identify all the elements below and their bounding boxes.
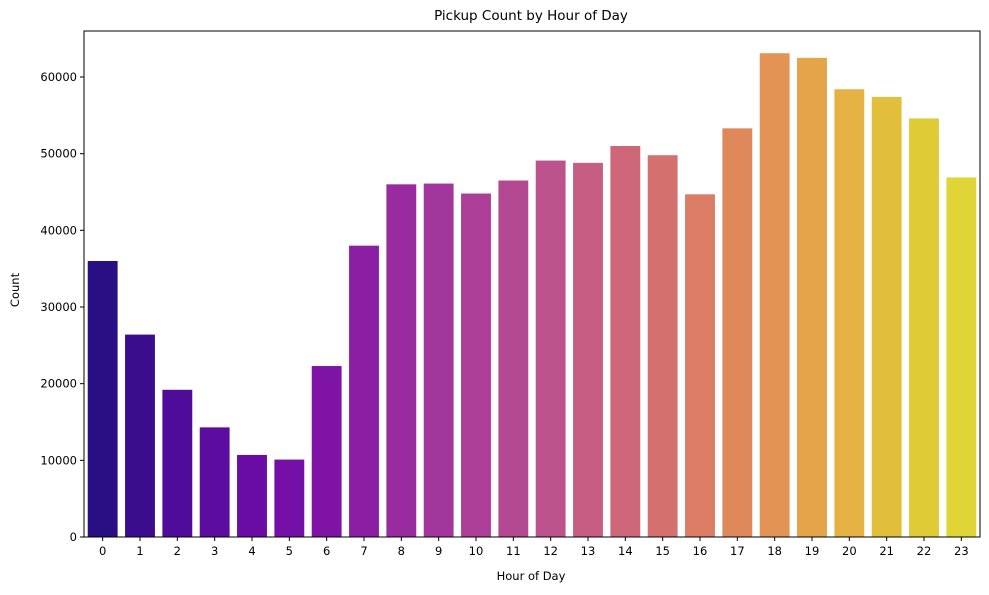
y-tick-label: 50000: [40, 147, 77, 161]
x-tick-label: 15: [655, 544, 670, 558]
y-tick-label: 40000: [40, 223, 77, 237]
bar-15: [647, 155, 678, 537]
x-tick-label: 7: [360, 544, 367, 558]
bar-8: [386, 184, 417, 538]
x-tick-label: 3: [211, 544, 218, 558]
x-tick-label: 20: [842, 544, 857, 558]
x-tick-label: 11: [506, 544, 521, 558]
x-tick-label: 22: [917, 544, 932, 558]
x-tick-label: 17: [730, 544, 745, 558]
x-tick-label: 8: [398, 544, 405, 558]
bar-13: [573, 162, 603, 537]
x-tick-label: 23: [954, 544, 969, 558]
x-tick-label: 4: [248, 544, 255, 558]
x-tick-label: 14: [618, 544, 633, 558]
bar-12: [535, 160, 566, 538]
bar-1: [125, 334, 155, 537]
y-tick-label: 30000: [40, 300, 77, 314]
bar-7: [349, 245, 379, 537]
bar-5: [274, 459, 305, 537]
x-tick-label: 9: [435, 544, 442, 558]
bar-3: [199, 427, 230, 537]
x-tick-label: 12: [543, 544, 558, 558]
bar-23: [946, 177, 977, 537]
plot-frame: [83, 30, 981, 538]
x-axis: 0 1 2 3 4 5 6 7 8 9 10 11 12 13 14 15 16 17 18 19 20 21 22 23: [99, 537, 969, 558]
x-tick-label: 5: [286, 544, 293, 558]
bar-11: [498, 180, 529, 537]
x-axis-label: Hour of Day: [497, 569, 566, 583]
bar-16: [685, 194, 715, 538]
bar-20: [834, 89, 865, 538]
y-tick-label: 0: [70, 530, 77, 544]
chart-title: Pickup Count by Hour of Day: [434, 8, 628, 24]
bar-22: [909, 118, 939, 538]
bars-group: [87, 53, 977, 538]
y-tick-label: 20000: [40, 377, 77, 391]
y-axis: 0 10000 20000 30000 40000 50000 60000: [40, 70, 84, 544]
y-tick-label: 60000: [40, 70, 77, 84]
bar-4: [237, 454, 267, 537]
y-axis-label: Count: [8, 272, 22, 307]
bar-14: [610, 146, 641, 537]
x-tick-label: 21: [879, 544, 894, 558]
bar-18: [759, 53, 790, 537]
bar-9: [423, 183, 454, 538]
bar-2: [162, 389, 193, 537]
x-tick-label: 6: [323, 544, 330, 558]
x-tick-label: 13: [581, 544, 596, 558]
x-tick-label: 18: [767, 544, 782, 558]
bar-10: [461, 193, 491, 538]
bar-21: [871, 96, 902, 537]
x-tick-label: 2: [174, 544, 181, 558]
x-tick-label: 0: [99, 544, 106, 558]
x-tick-label: 1: [136, 544, 143, 558]
x-tick-label: 10: [469, 544, 484, 558]
bar-0: [87, 261, 118, 537]
x-tick-label: 19: [805, 544, 820, 558]
bar-17: [722, 128, 753, 537]
x-tick-label: 16: [693, 544, 708, 558]
y-tick-label: 10000: [40, 453, 77, 467]
bar-6: [311, 366, 342, 537]
bar-19: [797, 57, 827, 537]
